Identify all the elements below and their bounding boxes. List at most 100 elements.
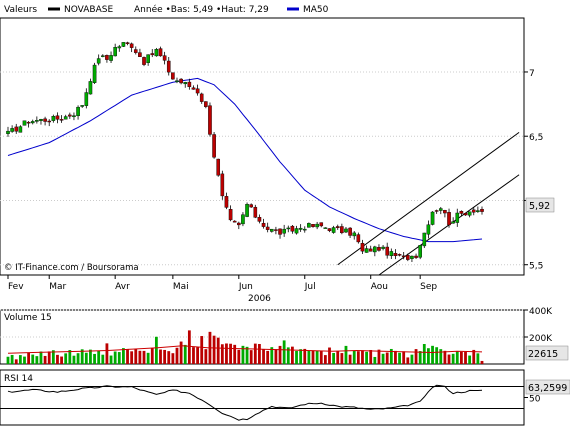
volume-bar [274, 349, 278, 364]
x-axis-year: 2006 [248, 294, 271, 304]
volume-bar [389, 348, 393, 364]
volume-bar [344, 345, 348, 364]
volume-bar [315, 350, 319, 364]
candle-down [397, 254, 402, 256]
volume-bar [381, 353, 385, 364]
candle-down [377, 247, 381, 251]
volume-ma-line [7, 345, 483, 354]
candle-down [166, 60, 171, 73]
candle-down [463, 213, 468, 216]
price-gridlines [0, 71, 524, 266]
volume-y-axis: 400K 200K [524, 307, 553, 344]
volume-bar [89, 349, 92, 364]
volume-bar [196, 347, 199, 364]
candle-up [6, 130, 10, 134]
price-y-tick-label: 5,5 [529, 262, 543, 272]
candle-up [39, 119, 43, 121]
volume-bar [47, 351, 51, 364]
volume-bar [10, 354, 14, 364]
candle-down [55, 115, 60, 120]
volume-bar [394, 350, 397, 364]
candle-down [311, 224, 315, 227]
volume-bar [480, 360, 484, 364]
volume-bar [266, 350, 270, 364]
candle-up [430, 211, 435, 225]
candle-down [129, 43, 134, 48]
candle-up [269, 228, 274, 232]
candle-down [265, 226, 270, 230]
x-tick-label: Aou [371, 282, 388, 292]
volume-bar [459, 351, 463, 364]
volume-bar [56, 354, 59, 364]
volume-bar [179, 341, 183, 364]
volume-bar [299, 349, 303, 364]
candle-down [406, 254, 410, 260]
volume-bar [68, 350, 72, 364]
volume-bar [282, 340, 286, 364]
volume-bar [464, 352, 467, 364]
candle-down [340, 226, 344, 234]
volume-bar [117, 352, 121, 364]
candle-up [121, 42, 126, 47]
candle-down [212, 134, 216, 158]
candle-up [183, 82, 188, 85]
volume-bar [220, 344, 224, 364]
candle-up [88, 81, 93, 95]
x-axis: Fev Mar Avr Mai Jun Jul Aou Sep [7, 275, 437, 292]
volume-bar [122, 348, 125, 364]
candle-up [389, 251, 394, 256]
candle-down [142, 57, 146, 65]
x-tick-label: Fev [8, 282, 24, 292]
candle-down [224, 196, 229, 208]
volume-bar [212, 335, 216, 364]
volume-bar [43, 355, 47, 364]
candle-up [410, 255, 414, 259]
volume-panel: Volume 15 400K 200K 22615 [0, 307, 569, 365]
candle-up [76, 106, 80, 117]
candle-down [26, 121, 31, 124]
candle-up [451, 221, 455, 224]
candle-down [171, 72, 175, 80]
volume-bar [72, 355, 76, 364]
volume-gridlines [0, 309, 524, 338]
ma50-layer [7, 77, 483, 243]
volume-ma-layer [7, 345, 483, 354]
volume-bar [14, 359, 18, 364]
candle-down [220, 173, 225, 197]
candle-up [373, 246, 377, 253]
candle-up [418, 245, 422, 258]
x-tick-label: Avr [115, 282, 130, 292]
candle-up [109, 55, 113, 61]
candle-up [286, 227, 291, 230]
candle-down [401, 255, 406, 258]
candle-up [72, 115, 76, 118]
volume-bar [97, 350, 101, 364]
volume-bar [291, 346, 294, 364]
candle-down [385, 246, 390, 256]
candle-up [438, 208, 443, 211]
candle-up [113, 47, 117, 57]
candle-up [344, 228, 348, 233]
candle-down [59, 119, 64, 121]
volume-bar [303, 348, 307, 364]
x-tick-label: Sep [420, 282, 437, 292]
candle-up [476, 210, 480, 212]
last-price-box: 5,92 [525, 197, 555, 213]
volume-bar [323, 355, 327, 364]
candle-down [360, 242, 365, 252]
candle-down [199, 93, 204, 102]
rsi-last-box-bg [525, 379, 570, 395]
volume-bar [418, 351, 422, 364]
volume-bar [373, 356, 377, 364]
candle-up [51, 116, 56, 121]
candle-down [158, 48, 163, 57]
volume-bar [356, 351, 360, 364]
candle-down [68, 114, 72, 117]
volume-bar [192, 347, 195, 364]
volume-bar [435, 347, 439, 364]
volume-bar [365, 351, 368, 364]
volume-bar [187, 330, 191, 364]
candle-down [261, 222, 266, 227]
volume-bar [225, 343, 228, 364]
volume-bar [414, 349, 418, 364]
